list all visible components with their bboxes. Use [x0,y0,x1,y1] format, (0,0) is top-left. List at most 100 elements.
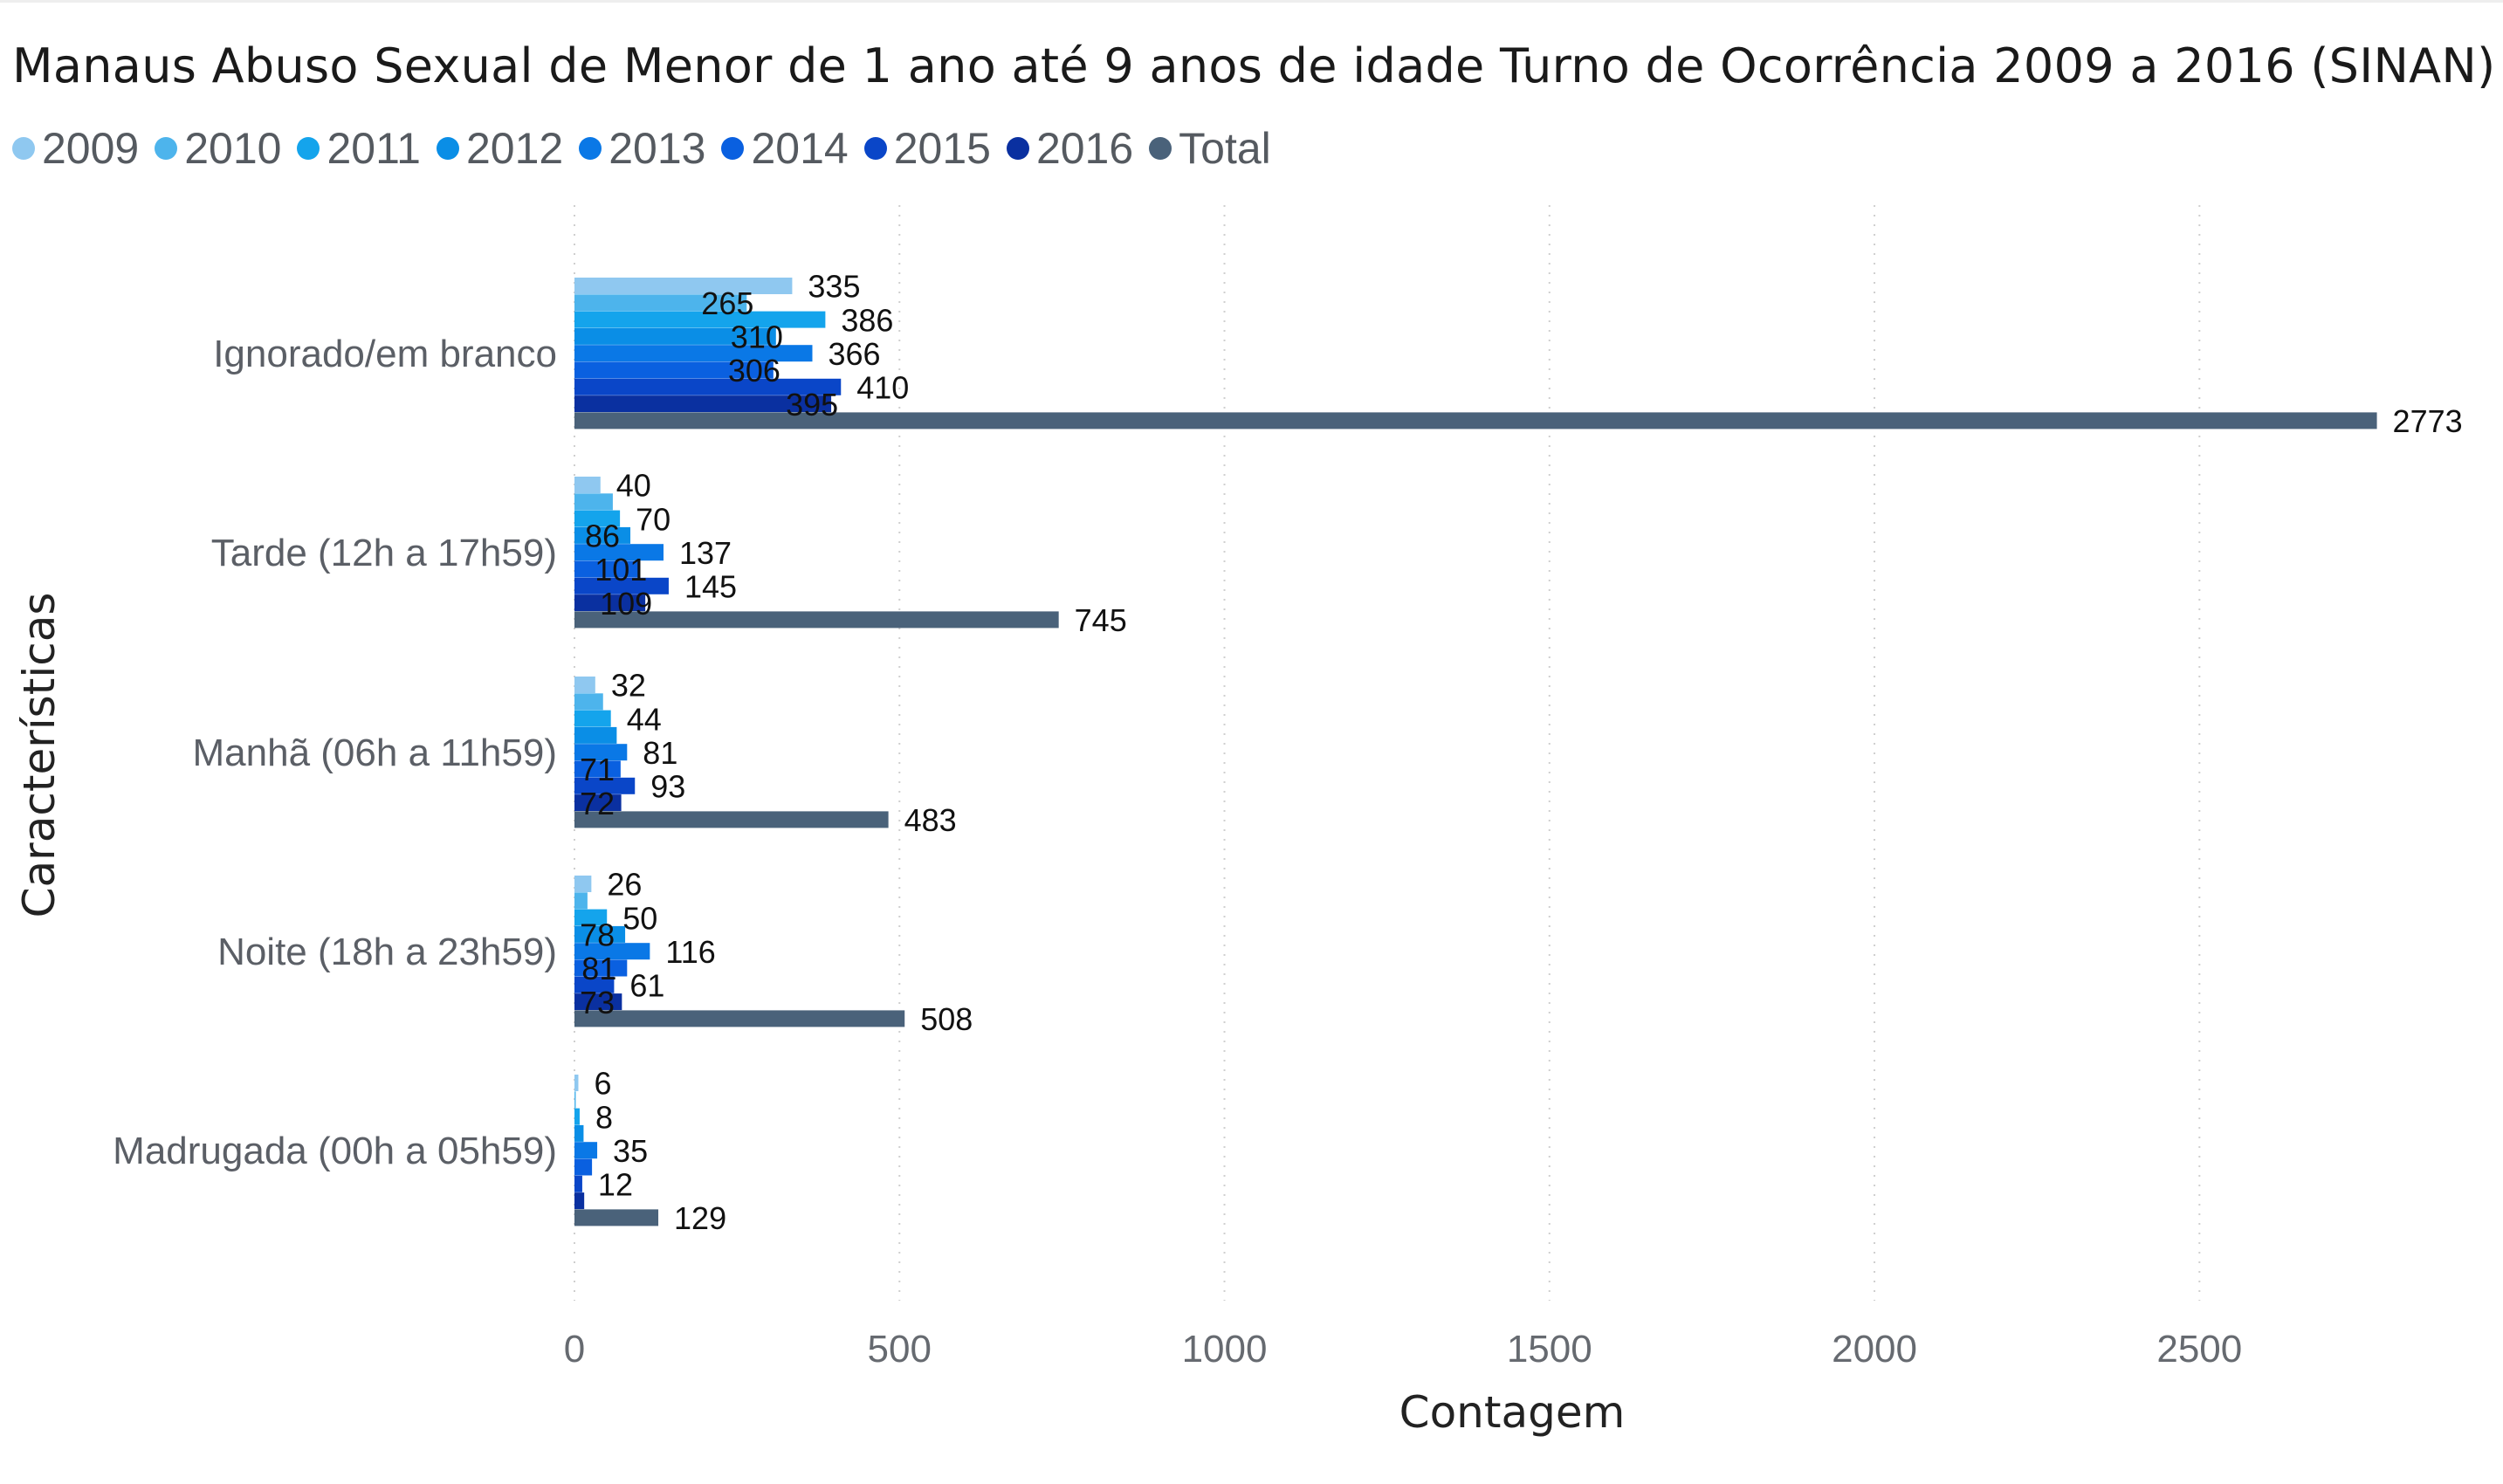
bar[interactable] [574,493,613,511]
data-label: 335 [808,269,860,305]
bar[interactable] [574,892,588,910]
legend-item[interactable]: 2013 [579,123,705,174]
bar[interactable] [574,510,621,527]
data-label: 73 [580,985,615,1020]
category-label: Ignorado/em branco [213,333,557,375]
legend-item[interactable]: Total [1149,123,1271,174]
data-label: 109 [600,586,652,622]
bar[interactable] [574,876,592,892]
legend-item[interactable]: 2016 [1006,123,1134,174]
bar[interactable] [574,412,2377,429]
legend-label: 2016 [1035,124,1134,173]
data-label: 101 [595,552,647,587]
legend-label: 2013 [609,124,706,173]
data-label: 395 [786,387,838,423]
x-tick-label: 1000 [1182,1328,1268,1371]
bar[interactable] [574,959,628,977]
data-label: 265 [701,285,753,321]
bar[interactable] [574,925,626,943]
bar[interactable] [574,544,664,561]
legend-item[interactable]: 2011 [297,123,421,174]
bar[interactable] [574,345,813,362]
bar[interactable] [574,378,842,395]
bar[interactable] [574,726,617,744]
data-label: 86 [585,519,620,554]
bar[interactable] [574,1091,576,1109]
bar[interactable] [574,1075,579,1091]
bar[interactable] [574,976,615,993]
bar[interactable] [574,477,601,493]
bars [574,278,2377,1226]
bar[interactable] [574,693,603,711]
legend-marker [437,137,459,160]
legend-item[interactable]: 2014 [721,123,849,174]
bar[interactable] [574,1124,584,1142]
chart-title: Manaus Abuso Sexual de Menor de 1 ano at… [12,38,2496,93]
bar[interactable] [574,395,832,413]
legend-marker [297,137,320,160]
data-label: 310 [731,319,783,355]
bar[interactable] [574,1175,582,1192]
bar[interactable] [574,526,631,544]
legend-item[interactable]: 2010 [155,123,281,174]
bar[interactable] [574,278,793,294]
category-labels: Ignorado/em branco Tarde (12h a 17h59) Man… [113,333,557,1172]
legend-marker [721,137,745,160]
bar[interactable] [574,909,608,926]
data-label: 2773 [2393,403,2463,439]
legend-label: 2012 [466,124,564,173]
data-label: 6 [594,1066,611,1102]
bar[interactable] [574,594,646,612]
bar[interactable] [574,760,621,778]
legend-label: 2009 [42,124,140,173]
data-label: 71 [580,752,615,787]
bar[interactable] [574,777,636,794]
data-label: 366 [828,336,880,372]
category-label: Noite (18h a 23h59) [217,931,557,973]
bar[interactable] [574,1010,905,1027]
bar[interactable] [574,943,650,960]
x-tick-label: 2500 [2156,1328,2242,1371]
x-tick-label: 500 [868,1328,932,1371]
bar[interactable] [574,710,611,727]
category-label: Manhã (06h a 11h59) [193,732,557,774]
legend-marker [1149,137,1172,160]
bar[interactable] [574,744,628,761]
x-tick-label: 2000 [1832,1328,1917,1371]
bar[interactable] [574,811,889,828]
bar[interactable] [574,560,641,578]
x-axis-title: Contagem [1399,1387,1626,1438]
category-label: Tarde (12h a 17h59) [211,532,557,574]
data-label: 745 [1075,602,1127,638]
data-label: 508 [920,1001,973,1037]
data-label: 129 [674,1200,726,1236]
legend-label: Total [1179,124,1271,173]
data-label: 137 [679,535,732,571]
legend-item[interactable]: 2015 [863,123,991,174]
legend-marker [12,137,35,160]
legend-label: 2014 [751,124,849,173]
x-axis-ticks: 0 500 1000 1500 2000 2500 [564,1328,2242,1371]
bar[interactable] [574,1192,585,1210]
legend-marker [863,137,887,160]
bar[interactable] [574,577,669,594]
bar[interactable] [574,1142,598,1159]
bar[interactable] [574,311,826,328]
bar[interactable] [574,1158,593,1176]
bar[interactable] [574,993,622,1011]
bar[interactable] [574,327,776,345]
bar[interactable] [574,677,595,693]
bar[interactable] [574,1108,580,1125]
legend-item[interactable]: 2012 [437,123,563,174]
data-label: 81 [581,951,616,986]
data-label: 483 [904,802,957,838]
data-label: 35 [613,1133,648,1169]
bar[interactable] [574,1209,659,1226]
bar[interactable] [574,611,1059,629]
legend-item[interactable]: 2009 [12,123,139,174]
legend-label: 2011 [327,124,421,173]
bar[interactable] [574,294,747,312]
bar[interactable] [574,794,622,812]
bar[interactable] [574,361,774,379]
data-label: 81 [643,735,677,771]
